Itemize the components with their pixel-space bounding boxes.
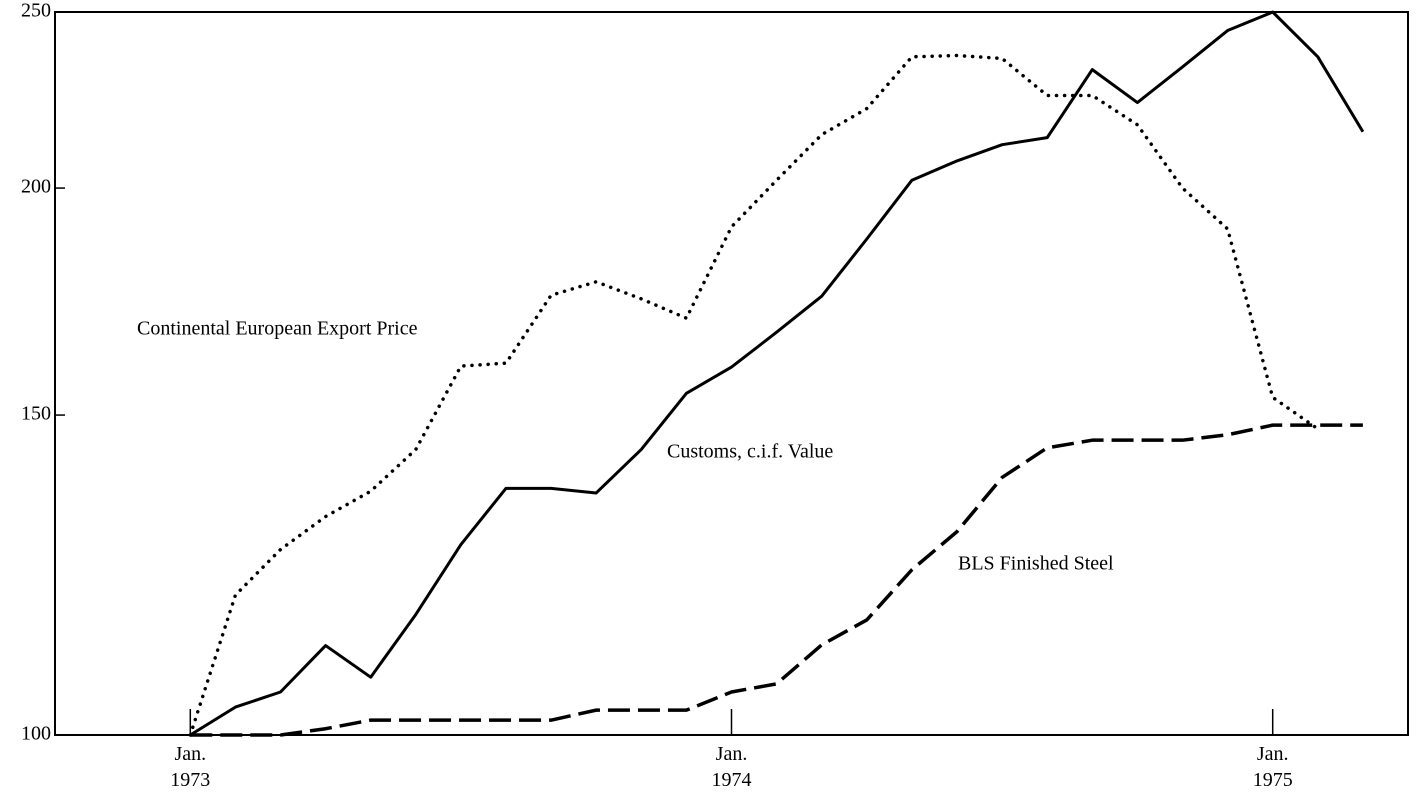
y-tick-label: 250 xyxy=(21,0,51,22)
series-label: Continental European Export Price xyxy=(137,318,418,340)
x-tick-label: Jan. 1974 xyxy=(711,743,752,791)
x-tick-label: Jan. 1975 xyxy=(1252,743,1293,791)
y-tick-label: 150 xyxy=(21,403,51,425)
series-label: BLS Finished Steel xyxy=(958,553,1114,575)
y-tick-label: 200 xyxy=(21,176,51,198)
series-line xyxy=(190,423,1363,737)
series-line xyxy=(188,53,1320,737)
series-line xyxy=(189,10,1365,737)
y-tick-label: 100 xyxy=(21,723,51,745)
plot-frame xyxy=(54,11,1409,736)
x-tick-label: Jan. 1973 xyxy=(170,743,211,791)
series-label: Customs, c.i.f. Value xyxy=(667,441,833,463)
